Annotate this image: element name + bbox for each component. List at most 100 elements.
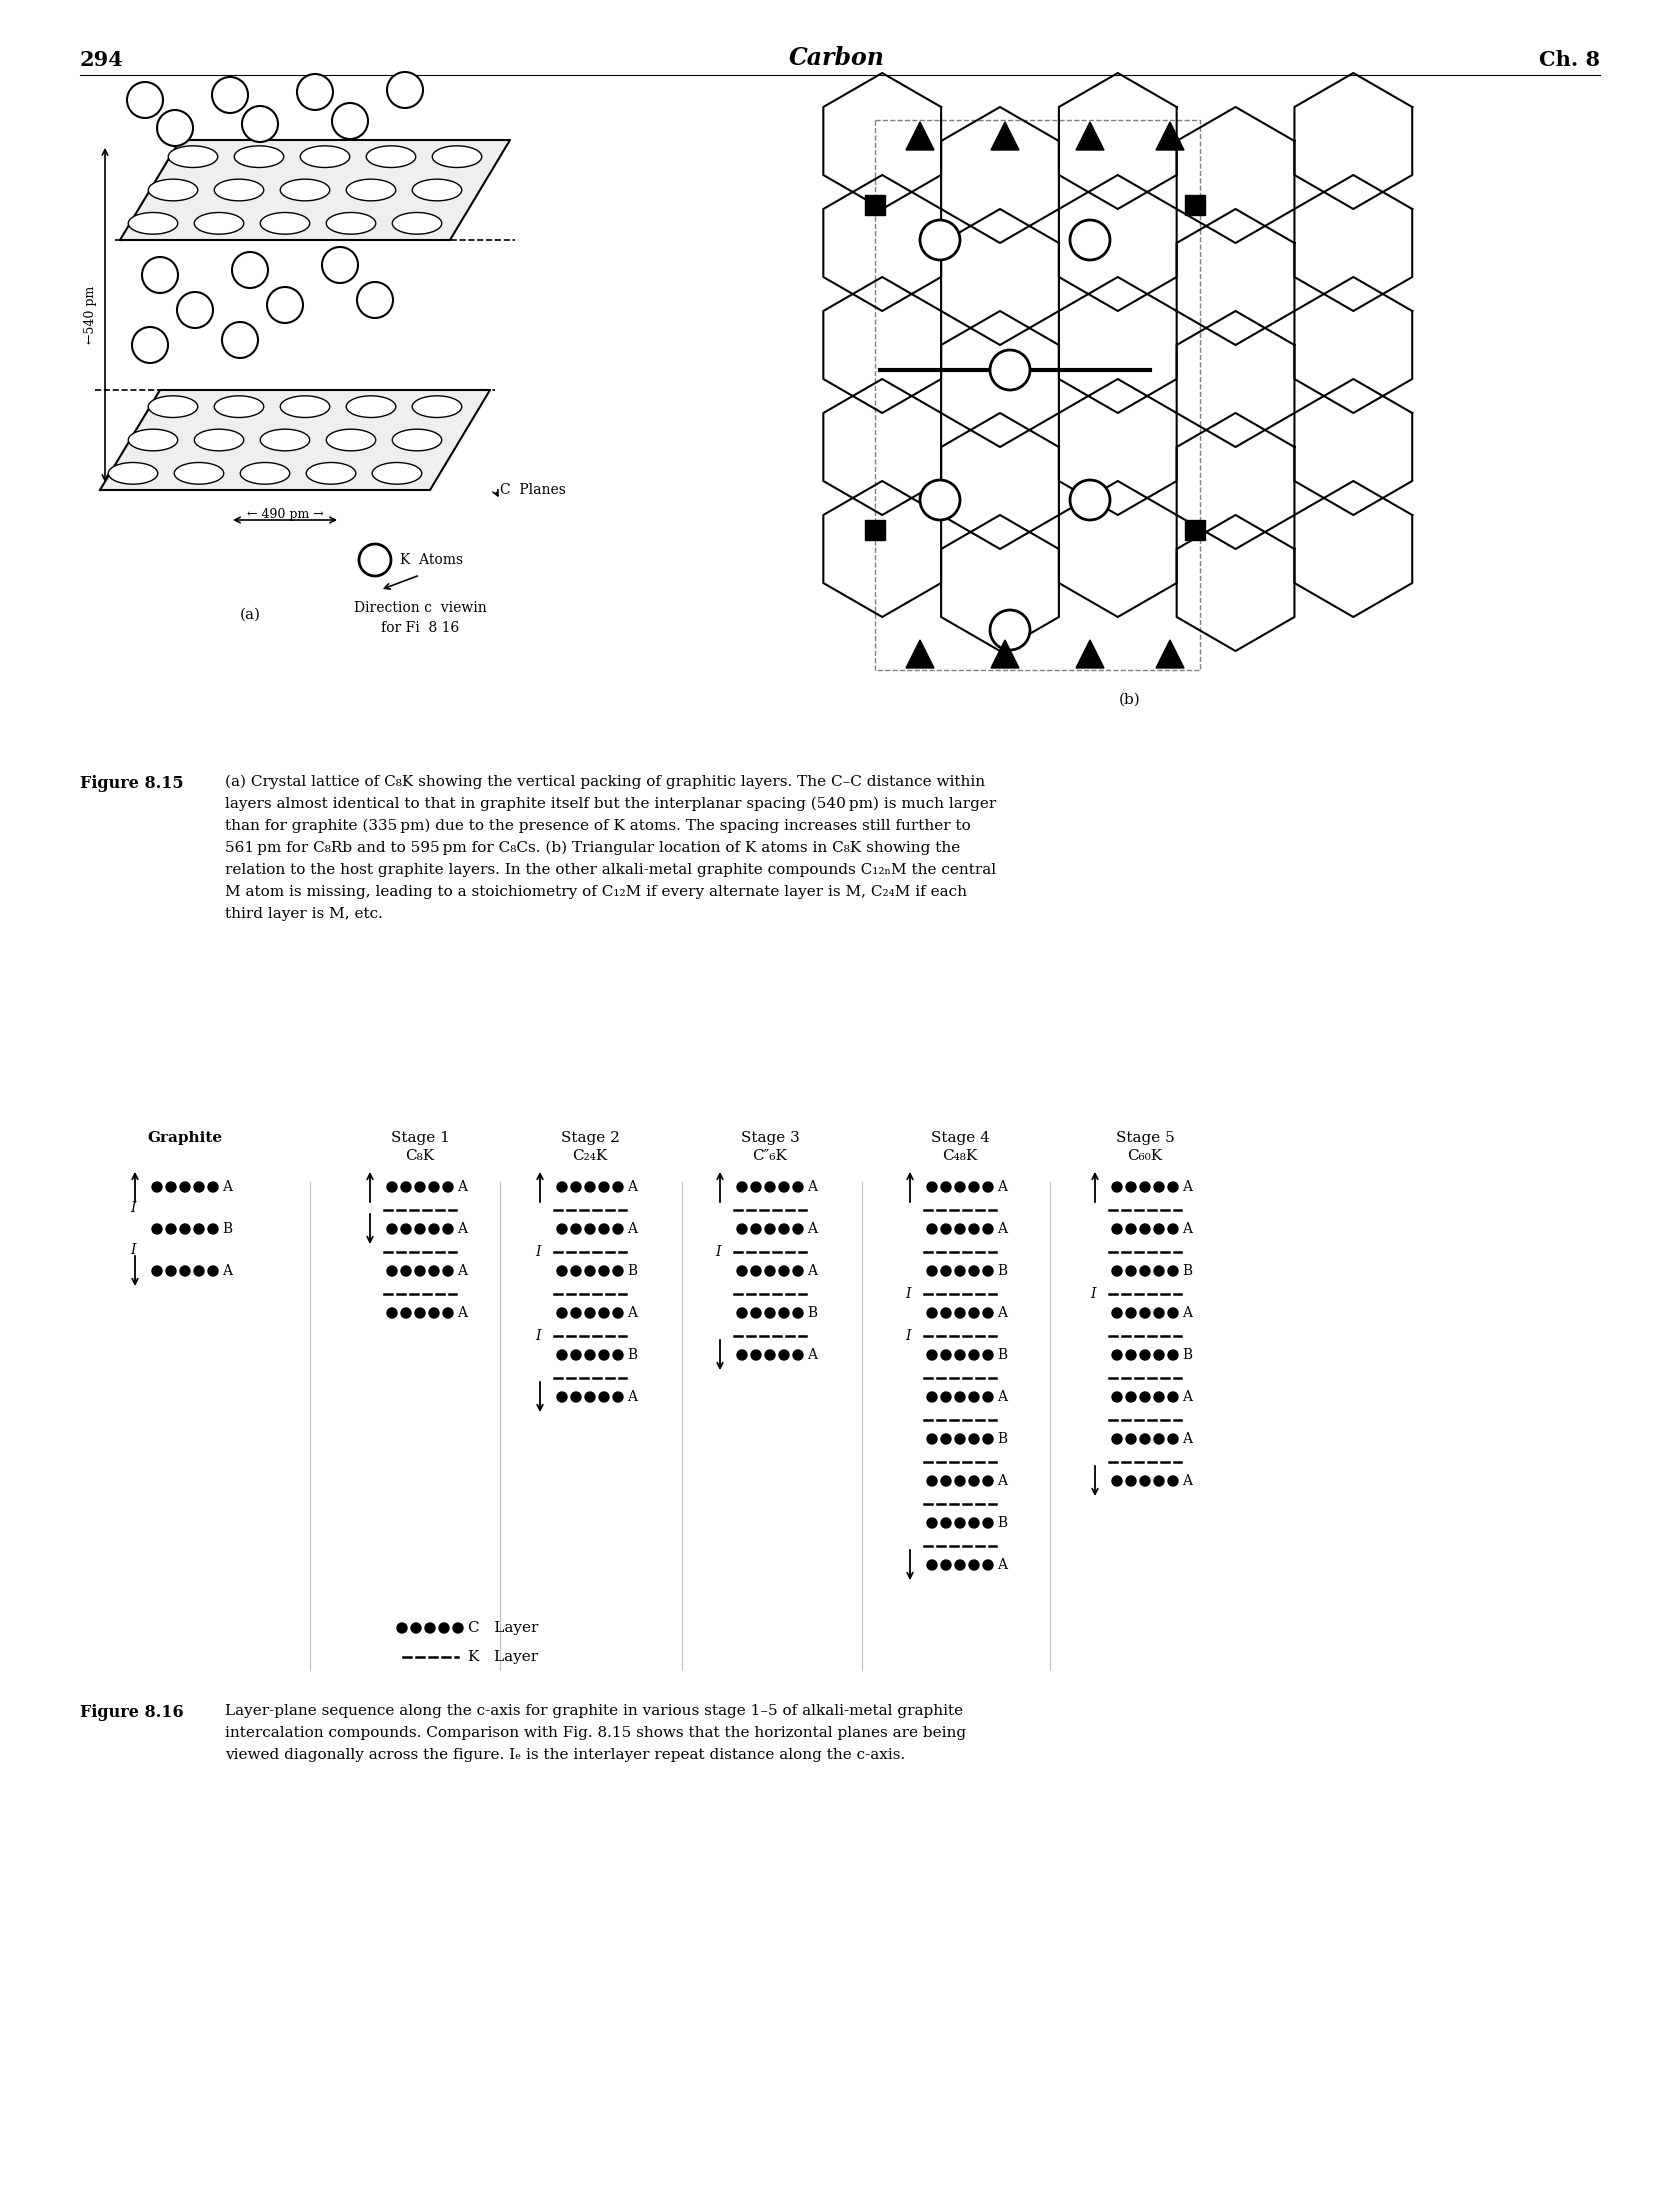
Polygon shape: [906, 121, 935, 150]
Circle shape: [208, 1225, 218, 1234]
Circle shape: [613, 1392, 623, 1403]
Text: Stage 1: Stage 1: [390, 1130, 449, 1146]
Bar: [864, 519, 884, 541]
Circle shape: [397, 1623, 407, 1634]
Text: I: I: [1090, 1286, 1095, 1302]
Circle shape: [613, 1183, 623, 1192]
Circle shape: [955, 1559, 965, 1570]
Circle shape: [941, 1225, 951, 1234]
Circle shape: [926, 1225, 936, 1234]
Ellipse shape: [372, 462, 422, 484]
Circle shape: [425, 1623, 436, 1634]
Circle shape: [941, 1392, 951, 1403]
Circle shape: [410, 1623, 420, 1634]
Circle shape: [429, 1225, 439, 1234]
Text: A: A: [223, 1264, 233, 1278]
Text: A: A: [626, 1223, 636, 1236]
Text: (a) Crystal lattice of C₈K showing the vertical packing of graphitic layers. The: (a) Crystal lattice of C₈K showing the v…: [224, 774, 985, 789]
Text: C  Planes: C Planes: [501, 484, 566, 497]
Circle shape: [194, 1267, 204, 1275]
Circle shape: [792, 1267, 802, 1275]
Circle shape: [442, 1267, 452, 1275]
Circle shape: [1154, 1183, 1164, 1192]
Circle shape: [750, 1308, 760, 1317]
Circle shape: [152, 1225, 162, 1234]
Text: A: A: [807, 1181, 817, 1194]
Circle shape: [1070, 479, 1111, 519]
Circle shape: [955, 1183, 965, 1192]
Text: I: I: [536, 1245, 541, 1260]
Circle shape: [765, 1225, 776, 1234]
Circle shape: [1154, 1225, 1164, 1234]
Circle shape: [1167, 1350, 1178, 1359]
Circle shape: [970, 1225, 978, 1234]
Circle shape: [429, 1183, 439, 1192]
Circle shape: [750, 1183, 760, 1192]
Text: Stage 4: Stage 4: [931, 1130, 990, 1146]
Circle shape: [442, 1225, 452, 1234]
Circle shape: [983, 1476, 993, 1487]
Circle shape: [127, 81, 162, 119]
Ellipse shape: [260, 429, 310, 451]
Text: ← 490 pm →: ← 490 pm →: [246, 508, 323, 521]
Circle shape: [358, 543, 390, 576]
Circle shape: [970, 1267, 978, 1275]
Text: A: A: [626, 1390, 636, 1403]
Circle shape: [1126, 1308, 1136, 1317]
Circle shape: [941, 1183, 951, 1192]
Text: A: A: [1183, 1181, 1193, 1194]
Circle shape: [558, 1267, 568, 1275]
Text: A: A: [807, 1264, 817, 1278]
Text: relation to the host graphite layers. In the other alkali-metal graphite compoun: relation to the host graphite layers. In…: [224, 862, 997, 877]
Circle shape: [613, 1350, 623, 1359]
Circle shape: [613, 1225, 623, 1234]
Circle shape: [387, 1308, 397, 1317]
Circle shape: [920, 479, 960, 519]
Bar: [864, 196, 884, 216]
Text: B: B: [1183, 1264, 1193, 1278]
Circle shape: [223, 321, 258, 358]
Circle shape: [926, 1267, 936, 1275]
Circle shape: [1112, 1267, 1122, 1275]
Ellipse shape: [149, 396, 198, 418]
Circle shape: [166, 1267, 176, 1275]
Circle shape: [1167, 1267, 1178, 1275]
Text: K  Atoms: K Atoms: [400, 552, 462, 567]
Circle shape: [955, 1476, 965, 1487]
Text: A: A: [1183, 1390, 1193, 1403]
Text: Stage 5: Stage 5: [1116, 1130, 1174, 1146]
Ellipse shape: [412, 396, 462, 418]
Text: K   Layer: K Layer: [467, 1651, 538, 1665]
Text: Stage 2: Stage 2: [561, 1130, 620, 1146]
Circle shape: [387, 1267, 397, 1275]
Circle shape: [983, 1434, 993, 1445]
Circle shape: [1141, 1308, 1151, 1317]
Text: A: A: [997, 1390, 1007, 1403]
Text: ←540 pm: ←540 pm: [84, 286, 97, 343]
Text: for Fi  8 16: for Fi 8 16: [380, 620, 459, 636]
Circle shape: [600, 1308, 610, 1317]
Circle shape: [779, 1308, 789, 1317]
Circle shape: [737, 1267, 747, 1275]
Circle shape: [941, 1476, 951, 1487]
Ellipse shape: [327, 429, 375, 451]
Bar: [1184, 519, 1204, 541]
Text: I: I: [131, 1242, 136, 1258]
Text: (b): (b): [1119, 693, 1141, 708]
Circle shape: [1112, 1225, 1122, 1234]
Text: B: B: [997, 1264, 1007, 1278]
Text: B: B: [997, 1432, 1007, 1447]
Circle shape: [926, 1517, 936, 1528]
Circle shape: [926, 1183, 936, 1192]
Text: I: I: [905, 1328, 911, 1344]
Polygon shape: [1075, 121, 1104, 150]
Circle shape: [296, 75, 333, 110]
Circle shape: [442, 1183, 452, 1192]
Circle shape: [194, 1225, 204, 1234]
Bar: [1184, 196, 1204, 216]
Circle shape: [600, 1267, 610, 1275]
Circle shape: [983, 1392, 993, 1403]
Circle shape: [955, 1267, 965, 1275]
Text: C″₆K: C″₆K: [752, 1150, 787, 1163]
Ellipse shape: [300, 145, 350, 167]
